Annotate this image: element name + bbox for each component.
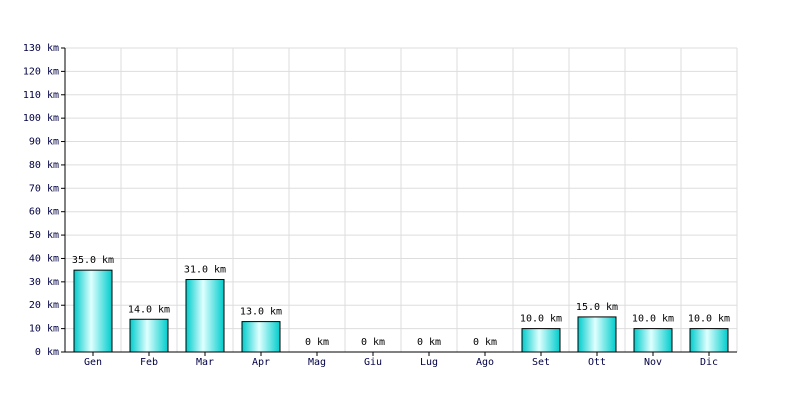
bar [241,321,281,353]
x-tick-label: Feb [140,357,158,368]
bar [577,316,617,353]
y-tick-label: 30 km [29,277,59,288]
value-label: 35.0 km [72,255,114,266]
bar [521,328,561,353]
x-tick-label: Gen [84,357,102,368]
y-tick-label: 10 km [29,324,59,335]
x-tick-label: Apr [252,357,270,368]
x-tick-label: Mag [308,357,326,368]
value-label: 0 km [305,337,329,348]
y-tick-label: 50 km [29,230,59,241]
bar [185,279,225,353]
value-label: 14.0 km [128,304,170,315]
value-label: 15.0 km [576,302,618,313]
y-tick-label: 90 km [29,137,59,148]
y-tick-label: 40 km [29,253,59,264]
x-tick-label: Mar [196,357,214,368]
bar [73,269,113,353]
value-label: 10.0 km [632,314,674,325]
x-tick-label: Nov [644,357,662,368]
x-tick-label: Set [532,357,550,368]
value-label: 10.0 km [688,314,730,325]
y-tick-label: 60 km [29,207,59,218]
bar [129,318,169,353]
y-tick-label: 110 km [23,90,59,101]
y-tick-label: 0 km [35,347,59,358]
bar [633,328,673,353]
y-tick-label: 20 km [29,300,59,311]
bar [689,328,729,353]
x-tick-label: Ago [476,357,494,368]
value-label: 0 km [361,337,385,348]
y-tick-label: 130 km [23,43,59,54]
value-label: 0 km [417,337,441,348]
y-tick-label: 120 km [23,66,59,77]
value-label: 0 km [473,337,497,348]
x-tick-label: Giu [364,357,382,368]
y-tick-label: 100 km [23,113,59,124]
value-label: 10.0 km [520,314,562,325]
x-tick-label: Lug [420,357,438,368]
x-tick-label: Dic [700,357,718,368]
value-label: 13.0 km [240,307,282,318]
y-tick-label: 70 km [29,183,59,194]
value-label: 31.0 km [184,265,226,276]
y-tick-label: 80 km [29,160,59,171]
x-tick-label: Ott [588,357,606,368]
